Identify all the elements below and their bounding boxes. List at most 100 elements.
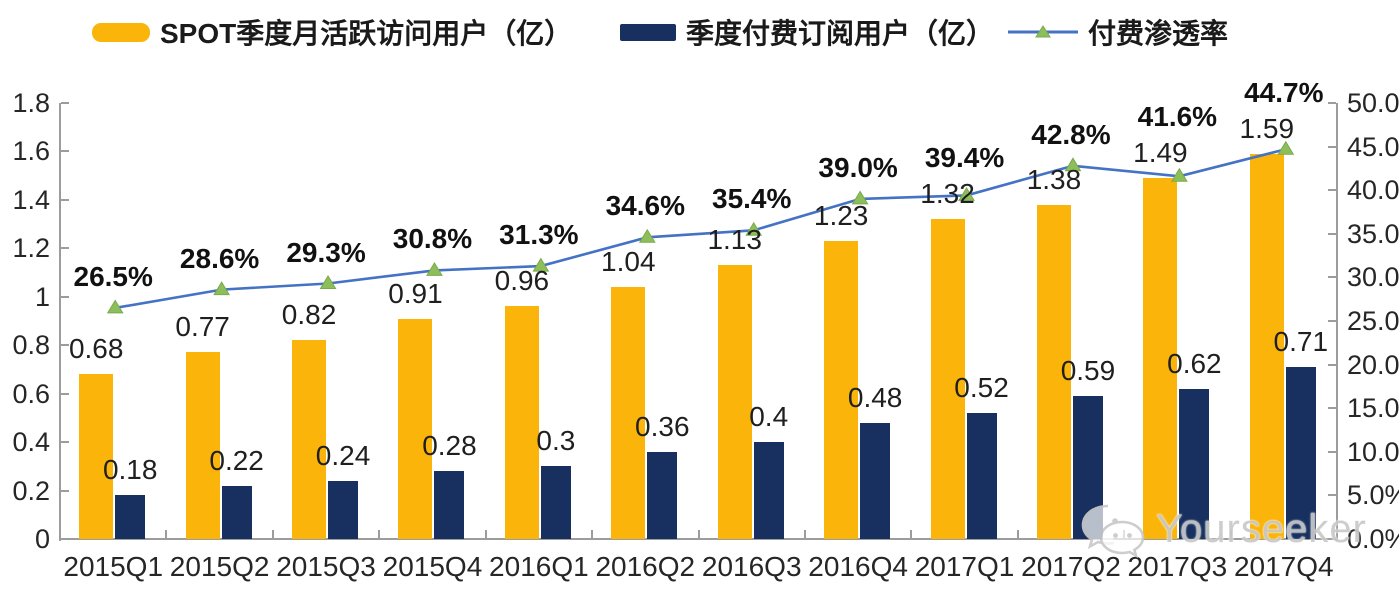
mau-value-label: 0.68	[68, 333, 124, 365]
subscribers-value-label: 0.3	[536, 425, 576, 457]
penetration-value-label: 41.6%	[1137, 101, 1218, 133]
x-axis-tick	[378, 530, 381, 538]
right-axis-tick-label: 45.0%	[1347, 131, 1399, 162]
right-axis-tick-label: 10.0%	[1347, 436, 1399, 467]
watermark-label: Yourseeker	[1156, 506, 1367, 551]
right-axis-tick-label: 5.0%	[1347, 480, 1399, 511]
penetration-marker	[213, 281, 231, 296]
left-axis-tick-label: 1.8	[12, 88, 50, 118]
penetration-legend-label: 付费渗透率	[1088, 18, 1229, 49]
right-axis-tick	[1328, 276, 1336, 279]
x-axis-category-label: 2016Q2	[595, 551, 696, 582]
right-axis-line	[1336, 103, 1338, 541]
penetration-legend-marker	[1008, 25, 1078, 38]
bar-subscribers	[1285, 367, 1316, 539]
bar-subscribers	[647, 451, 678, 539]
penetration-marker	[638, 228, 656, 243]
bar-mau	[504, 306, 539, 539]
subscribers-value-label: 0.18	[102, 454, 158, 486]
wechat-icon	[1081, 504, 1145, 558]
right-axis-tick-label: 15.0%	[1347, 393, 1399, 424]
subscribers-value-label: 0.24	[315, 439, 371, 471]
left-axis-tick	[61, 441, 69, 444]
subscribers-legend-swatch	[620, 23, 676, 41]
x-axis-category-label: 2017Q1	[914, 551, 1015, 582]
right-axis-tick-label: 40.0%	[1347, 175, 1399, 206]
x-axis-tick	[1229, 530, 1232, 538]
subscribers-value-label: 0.22	[209, 444, 264, 476]
left-axis-tick	[61, 295, 69, 298]
bar-subscribers	[753, 442, 784, 539]
penetration-marker	[426, 261, 443, 276]
left-axis-tick-label: 1.4	[12, 184, 50, 215]
subscribers-value-label: 0.48	[847, 381, 903, 413]
left-axis-tick	[61, 247, 69, 250]
bar-subscribers	[434, 471, 465, 539]
x-axis-category-label: 2015Q3	[276, 551, 376, 582]
left-axis-tick-label: 1.2	[12, 233, 50, 264]
subscribers-value-label: 0.59	[1060, 355, 1116, 387]
left-axis-tick	[61, 344, 69, 347]
penetration-value-label: 44.7%	[1244, 76, 1324, 108]
right-axis-tick	[1328, 407, 1336, 410]
mau-value-label: 0.96	[494, 265, 550, 297]
x-axis-category-label: 2015Q2	[169, 551, 270, 582]
bar-subscribers	[221, 485, 252, 539]
mau-legend-label: SPOT季度月活跃访问用户（亿）	[160, 18, 573, 49]
bar-subscribers	[328, 480, 359, 539]
right-axis-tick-label: 35.0%	[1347, 218, 1399, 249]
left-axis-tick	[61, 102, 69, 104]
bar-subscribers	[860, 422, 891, 539]
right-axis-tick-label: 30.0%	[1347, 262, 1399, 293]
left-axis-tick-label: 0.2	[12, 475, 50, 506]
mau-legend-swatch	[92, 22, 150, 42]
left-axis-tick-label: 1.6	[12, 136, 50, 167]
x-axis-tick	[591, 530, 594, 538]
x-axis-category-label: 2016Q1	[489, 551, 589, 582]
left-axis-tick-label: 0.8	[12, 330, 50, 361]
right-axis-tick	[1328, 232, 1336, 235]
bar-subscribers	[966, 413, 997, 539]
penetration-marker	[319, 275, 337, 290]
right-axis-tick	[1328, 363, 1336, 366]
bar-mau	[185, 352, 220, 539]
legend-item-mau: SPOT季度月活跃访问用户（亿）	[92, 16, 572, 49]
right-axis-tick-label: 0.0%	[1347, 524, 1399, 554]
x-axis-tick	[271, 530, 274, 538]
subscribers-value-label: 0.28	[422, 430, 477, 462]
x-axis-tick	[910, 530, 913, 538]
bar-mau	[717, 265, 752, 539]
bar-mau	[398, 318, 433, 539]
watermark: Yourseeker	[1078, 500, 1367, 558]
x-axis-category-label: 2016Q4	[808, 551, 908, 582]
left-axis-tick-label: 0.4	[12, 427, 50, 458]
subscribers-value-label: 0.4	[749, 401, 789, 433]
x-axis-category-label: 2015Q1	[63, 551, 164, 582]
right-axis-tick-label: 25.0%	[1347, 306, 1399, 336]
bar-mau	[292, 340, 327, 539]
legend-item-penetration: 付费渗透率	[1008, 16, 1228, 49]
right-axis-tick	[1328, 320, 1336, 322]
subscribers-value-label: 0.36	[635, 410, 690, 442]
right-axis-tick-label: 50.0%	[1347, 88, 1399, 118]
right-axis-tick	[1328, 494, 1336, 497]
x-axis-tick	[1016, 530, 1019, 538]
left-axis-tick-label: 0.6	[12, 378, 50, 409]
x-axis-category-label: 2017Q2	[1021, 551, 1121, 582]
x-axis-category-label: 2015Q4	[382, 551, 483, 582]
right-axis-tick-label: 20.0%	[1347, 349, 1399, 380]
left-axis-tick	[61, 198, 69, 201]
bar-mau	[611, 287, 646, 539]
bar-mau	[79, 374, 114, 539]
bar-subscribers	[115, 495, 146, 539]
mau-value-label: 1.13	[707, 224, 762, 256]
subscribers-value-label: 0.71	[1273, 326, 1329, 358]
mau-value-label: 0.77	[175, 311, 230, 343]
left-axis-tick	[61, 489, 69, 492]
left-axis-tick	[61, 150, 69, 153]
x-axis-category-label: 2017Q4	[1233, 551, 1334, 582]
subscribers-value-label: 0.52	[954, 372, 1009, 404]
right-axis-tick	[1328, 450, 1336, 453]
left-axis-tick-label: 0	[34, 524, 50, 554]
x-axis-tick	[165, 530, 168, 538]
